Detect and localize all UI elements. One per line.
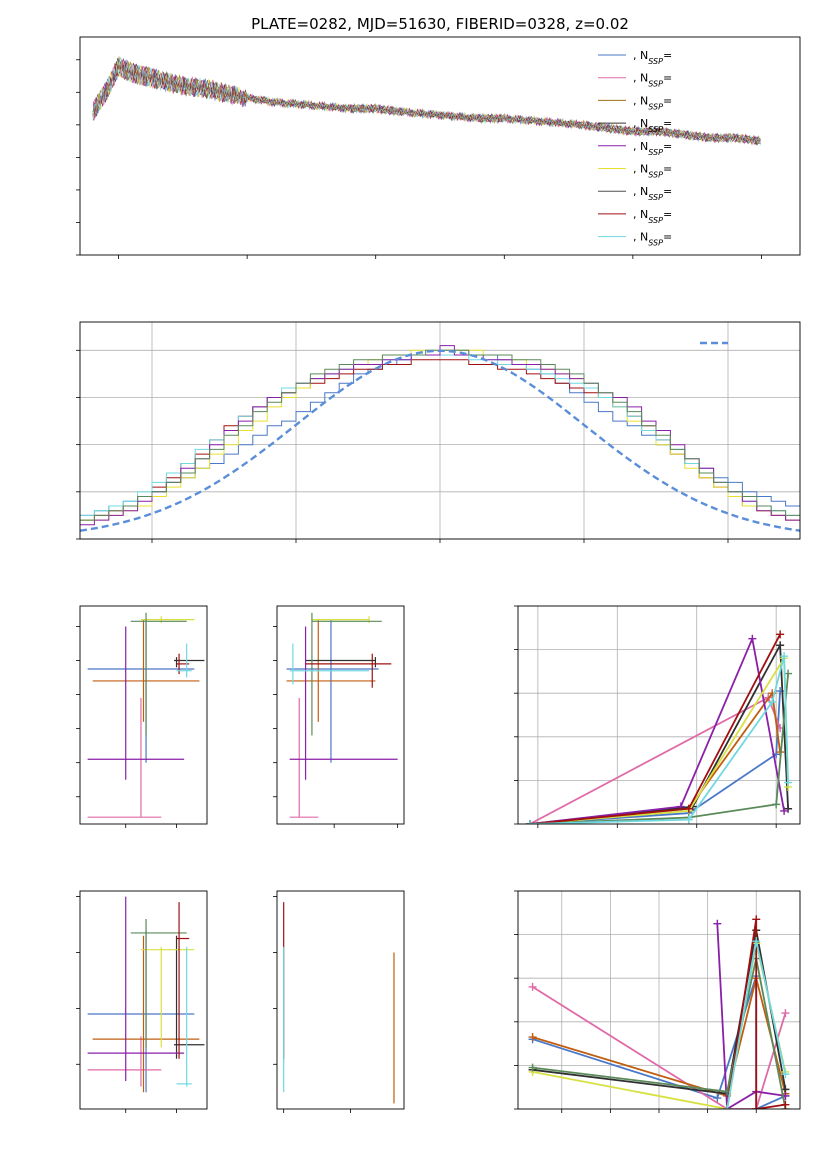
mass-weight-marker <box>748 634 757 643</box>
legend-sub: SSP <box>648 215 663 224</box>
mass-weight-line <box>716 923 786 1109</box>
legend-eq: = <box>663 185 672 198</box>
histogram-group <box>80 345 800 532</box>
legend-sep: , N <box>633 117 648 130</box>
legend-eq: = <box>663 231 672 244</box>
mass-weight-marker <box>768 697 777 706</box>
legend-sep: , N <box>633 231 648 244</box>
legend-sub: SSP <box>648 102 663 111</box>
legend-entry: , NSSP= <box>633 231 672 248</box>
legend-entry: , NSSP= <box>633 94 672 111</box>
mass-weight-marker <box>781 1100 790 1109</box>
legend-sep: , N <box>633 140 648 153</box>
spectrum-series-line <box>92 56 761 146</box>
plot-frame <box>79 890 208 1110</box>
legend-eq: = <box>663 140 672 153</box>
mass-weight-marker <box>781 1009 790 1018</box>
legend-eq: = <box>663 117 672 130</box>
legend-entry: , NSSP= <box>633 117 672 134</box>
legend-eq: = <box>663 72 672 85</box>
mass-weight-marker <box>781 1070 790 1079</box>
legend-entry: , NSSP= <box>633 185 672 202</box>
errorbar-group <box>87 896 205 1093</box>
spectrum-panel: , NSSP=, NSSP=, NSSP=, NSSP=, NSSP=, NSS… <box>76 36 801 259</box>
mass-weight-marker <box>780 806 789 815</box>
legend-entry: , NSSP= <box>633 163 672 180</box>
legend-eq: = <box>663 208 672 221</box>
mass-weight-marker <box>528 1033 537 1042</box>
mass-weight-marker <box>684 804 693 813</box>
legend-sub: SSP <box>648 193 663 202</box>
legend-sub: SSP <box>648 170 663 179</box>
legend-sep: , N <box>633 72 648 85</box>
plot-frame <box>79 605 208 825</box>
mass-weight-line <box>529 696 781 824</box>
mass-weight-marker <box>528 1063 537 1072</box>
plot-frame <box>276 890 405 1110</box>
mass-weight-marker <box>713 1094 722 1103</box>
legend-eq: = <box>663 49 672 62</box>
legend-sub: SSP <box>648 125 663 134</box>
legend-entry: , NSSP= <box>633 140 672 157</box>
errorbar-group <box>87 612 205 818</box>
legend-sub: SSP <box>648 57 663 66</box>
line-group <box>528 915 790 1109</box>
mass-weight-marker <box>752 1105 761 1109</box>
legend-sub: SSP <box>648 238 663 247</box>
plot-frame <box>517 605 801 825</box>
mass-weight-marker <box>776 630 785 639</box>
legend-sep: , N <box>633 163 648 176</box>
mass-vs-ebv-panel <box>273 890 405 1113</box>
mass-weight-marker <box>772 800 781 809</box>
mass-weight-marker <box>752 915 761 924</box>
legend-entry: , NSSP= <box>633 208 672 225</box>
mass-weight-line <box>529 673 789 824</box>
massweight-vs-age-panel <box>514 605 801 828</box>
legend-entry: , NSSP= <box>633 49 672 66</box>
errorbar-group <box>286 612 398 818</box>
legend-sub: SSP <box>648 147 663 156</box>
errorbar-group <box>283 902 395 1104</box>
plot-frame <box>517 890 801 1110</box>
legend-sub: SSP <box>648 79 663 88</box>
mass-weight-marker <box>776 641 785 650</box>
mass-weight-marker <box>784 778 793 787</box>
mass-weight-marker <box>713 919 722 928</box>
age-vs-mass-panel <box>273 605 405 828</box>
legend-eq: = <box>663 94 672 107</box>
spectrum-lines <box>92 55 761 146</box>
figure-title: PLATE=0282, MJD=51630, FIBERID=0328, z=0… <box>251 15 629 33</box>
mass-weight-line <box>529 635 785 824</box>
mass-weight-line <box>532 986 787 1109</box>
legend-sep: , N <box>633 94 648 107</box>
mass-weight-marker <box>528 982 537 991</box>
plot-frame <box>79 321 801 540</box>
massweight-vs-z-panel <box>514 890 801 1113</box>
mass-weight-line <box>529 655 789 824</box>
legend-sep: , N <box>633 49 648 62</box>
line-group <box>525 630 793 824</box>
mass-weight-line <box>726 919 786 1109</box>
residuals-panel <box>76 321 801 543</box>
mass-weight-marker <box>684 815 693 824</box>
plot-frame <box>79 36 801 256</box>
age-vs-z-panel <box>76 605 208 828</box>
mass-weight-line <box>529 655 789 824</box>
mass-weight-marker <box>723 1105 732 1109</box>
legend-sep: , N <box>633 185 648 198</box>
plot-frame <box>276 605 405 825</box>
mass-weight-marker <box>780 652 789 661</box>
normal-reference-curve <box>80 349 800 532</box>
mass-vs-z-panel <box>76 890 208 1113</box>
mass-weight-marker <box>525 820 534 824</box>
legend-sep: , N <box>633 208 648 221</box>
legend-eq: = <box>663 163 672 176</box>
legend-entry: , NSSP= <box>633 72 672 89</box>
mass-weight-marker <box>752 937 761 946</box>
